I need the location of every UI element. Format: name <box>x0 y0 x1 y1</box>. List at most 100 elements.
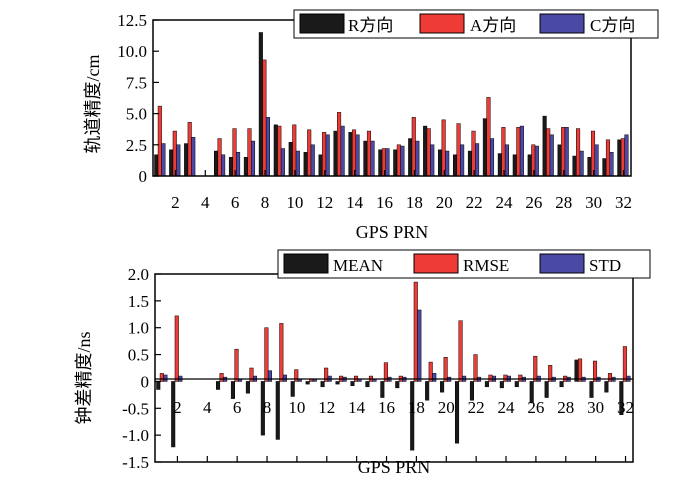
orbit-bar-r方向-prn11 <box>303 152 308 177</box>
clock-bar-rmse-prn1 <box>159 373 164 382</box>
clock-bar-mean-prn21 <box>454 381 460 444</box>
orbit-bar-c方向-prn2 <box>176 144 181 177</box>
orbit-bar-a方向-prn14 <box>351 129 357 177</box>
orbit-bar-r方向-prn12 <box>318 154 323 177</box>
clock-bar-mean-prn20 <box>440 381 445 393</box>
clock-x-tick-label: 18 <box>408 398 425 417</box>
orbit-legend: R方向 A方向 C方向 <box>293 9 659 39</box>
orbit-bar-c方向-prn10 <box>295 150 300 177</box>
orbit-bar-r方向-prn25 <box>512 154 517 177</box>
clock-bar-mean-prn1 <box>156 381 161 390</box>
clock-bar-mean-prn8 <box>260 381 265 436</box>
orbit-bar-a方向-prn30 <box>590 130 596 177</box>
orbit-x-tick-label: 26 <box>525 193 542 212</box>
orbit-x-tick-label: 2 <box>171 193 180 212</box>
clock-bar-rmse-prn18 <box>413 281 418 382</box>
clock-bar-mean-prn2 <box>171 381 176 448</box>
orbit-bar-a方向-prn3 <box>187 122 192 177</box>
clock-bar-mean-prn16 <box>380 381 385 398</box>
orbit-bar-c方向-prn15 <box>370 140 375 177</box>
orbit-y-tick-label: 7.5 <box>126 73 147 92</box>
orbit-bar-c方向-prn27 <box>549 134 554 177</box>
orbit-bar-r方向-prn15 <box>363 140 368 177</box>
orbit-bar-a方向-prn22 <box>471 130 476 177</box>
clock-y-tick-label: -0.5 <box>122 399 149 418</box>
clock-bar-rmse-prn22 <box>473 354 478 382</box>
clock-x-tick-label: 16 <box>378 398 395 417</box>
clock-bar-rmse-prn24 <box>503 374 508 382</box>
orbit-bar-c方向-prn13 <box>340 125 345 177</box>
orbit-bar-r方向-prn1 <box>154 154 159 177</box>
clock-bar-rmse-prn23 <box>488 374 493 382</box>
orbit-y-tick-label: 0 <box>139 167 148 186</box>
clock-x-tick-label: 2 <box>173 398 182 417</box>
orbit-bar-r方向-prn29 <box>572 155 577 177</box>
clock-legend: MEAN RMSE STD <box>277 249 651 279</box>
orbit-bar-r方向-prn6 <box>228 157 233 177</box>
orbit-x-tick-label: 8 <box>261 193 270 212</box>
legend-label-mean: MEAN <box>333 256 383 275</box>
orbit-bar-c方向-prn25 <box>519 125 524 177</box>
orbit-y-tick-label: 5.0 <box>126 105 147 124</box>
clock-bar-rmse-prn32 <box>622 346 627 382</box>
clock-bar-rmse-prn26 <box>533 355 538 382</box>
clock-x-tick-label: 22 <box>468 398 485 417</box>
orbit-bar-a方向-prn27 <box>546 128 551 177</box>
clock-y-tick-label: -1.0 <box>122 426 149 445</box>
orbit-bar-c方向-prn11 <box>310 144 315 177</box>
orbit-bar-a方向-prn15 <box>366 130 371 177</box>
clock-bar-mean-prn10 <box>290 381 295 397</box>
orbit-bar-a方向-prn11 <box>307 129 312 177</box>
clock-bar-mean-prn30 <box>589 381 594 398</box>
orbit-x-tick-label: 14 <box>346 193 364 212</box>
clock-bar-rmse-prn5 <box>219 373 224 382</box>
orbit-bar-c方向-prn6 <box>236 152 241 177</box>
orbit-bar-c方向-prn16 <box>385 148 390 177</box>
orbit-bar-r方向-prn7 <box>243 157 248 177</box>
orbit-bar-r方向-prn2 <box>169 149 174 177</box>
clock-bar-mean-prn32 <box>619 381 624 415</box>
clock-x-tick-label: 4 <box>203 398 212 417</box>
orbit-bar-c方向-prn29 <box>579 150 584 177</box>
clock-bar-mean-prn14 <box>350 381 355 386</box>
legend-swatch-std <box>539 253 585 274</box>
clock-x-tick-label: 24 <box>498 398 516 417</box>
orbit-x-ticks: 2 4 6 8 10 12 14 16 18 20 22 24 26 28 30 32 <box>171 170 632 212</box>
orbit-precision-chart: 02.55.07.510.012.5 2 4 6 8 10 12 14 16 18 20 22 24 2… <box>83 9 659 242</box>
legend-swatch-a <box>419 13 465 34</box>
clock-bar-mean-prn25 <box>514 381 519 388</box>
legend-label-r: R方向 <box>348 16 393 35</box>
orbit-bar-c方向-prn18 <box>415 140 420 177</box>
clock-bar-rmse-prn21 <box>458 320 463 382</box>
orbit-bar-a方向-prn25 <box>516 127 521 177</box>
legend-label-rmse: RMSE <box>463 256 509 275</box>
clock-bar-mean-prn24 <box>499 381 504 389</box>
clock-y-tick-label: -1.5 <box>122 453 149 472</box>
orbit-bar-a方向-prn18 <box>411 117 416 177</box>
orbit-bar-r方向-prn22 <box>467 150 472 177</box>
orbit-bar-a方向-prn26 <box>531 144 536 177</box>
legend-label-c: C方向 <box>590 16 635 35</box>
clock-bar-mean-prn22 <box>469 381 474 401</box>
orbit-x-tick-label: 10 <box>286 193 303 212</box>
legend-label-std: STD <box>589 256 621 275</box>
clock-y-tick-label: 2.0 <box>128 265 149 284</box>
orbit-bar-a方向-prn17 <box>396 144 401 177</box>
clock-x-tick-label: 26 <box>527 398 544 417</box>
orbit-y-tick-label: 2.5 <box>126 136 147 155</box>
orbit-bar-a方向-prn19 <box>426 128 431 177</box>
orbit-bar-r方向-prn8 <box>258 32 263 177</box>
orbit-bar-c方向-prn23 <box>489 138 495 177</box>
orbit-x-tick-label: 18 <box>406 193 423 212</box>
clock-plot-frame <box>154 273 634 463</box>
orbit-bar-r方向-prn19 <box>423 125 428 177</box>
orbit-bar-r方向-prn14 <box>348 132 353 177</box>
orbit-bar-c方向-prn30 <box>594 144 599 177</box>
clock-bar-mean-prn23 <box>484 381 489 388</box>
clock-y-axis-title: 钟差精度/ns <box>74 331 94 424</box>
clock-bar-rmse-prn9 <box>279 323 284 382</box>
orbit-bar-a方向-prn1 <box>157 105 162 177</box>
orbit-bar-c方向-prn8 <box>265 117 270 177</box>
orbit-bar-r方向-prn32 <box>617 139 622 177</box>
